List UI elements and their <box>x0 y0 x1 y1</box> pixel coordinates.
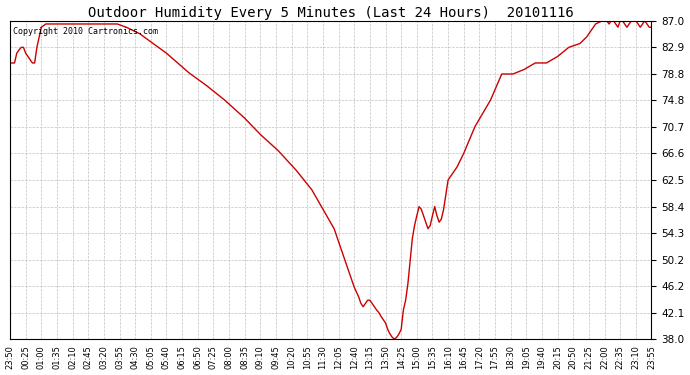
Text: Copyright 2010 Cartronics.com: Copyright 2010 Cartronics.com <box>13 27 158 36</box>
Title: Outdoor Humidity Every 5 Minutes (Last 24 Hours)  20101116: Outdoor Humidity Every 5 Minutes (Last 2… <box>88 6 573 20</box>
